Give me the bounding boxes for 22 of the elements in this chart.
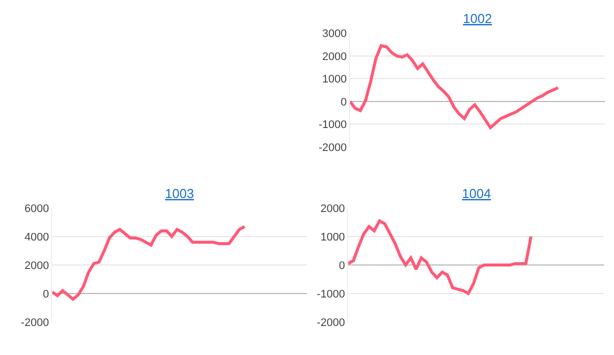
line-series xyxy=(350,44,560,130)
y-tick-label: -2000 xyxy=(318,142,347,154)
y-tick-label: 6000 xyxy=(24,202,49,215)
y-tick-label: 3000 xyxy=(322,28,347,40)
y-tick-label: -1000 xyxy=(318,119,347,132)
chart-title: 1003 xyxy=(165,186,194,201)
y-tick-label: 2000 xyxy=(24,260,49,272)
y-tick-label: -2000 xyxy=(316,316,345,329)
y-tick-label: 2000 xyxy=(322,50,347,63)
y-tick-label: 4000 xyxy=(24,231,49,244)
line-series xyxy=(348,219,533,295)
line-series xyxy=(52,225,246,301)
y-tick-label: 1000 xyxy=(320,231,345,244)
y-tick-label: 0 xyxy=(340,96,347,108)
y-tick-label: 0 xyxy=(42,288,49,300)
y-tick-label: 1000 xyxy=(322,74,347,86)
y-tick-label: 0 xyxy=(338,260,345,272)
chart-title: 1002 xyxy=(463,11,492,26)
y-tick-label: 2000 xyxy=(320,202,345,215)
y-tick-label: -2000 xyxy=(20,316,49,329)
chart-title: 1004 xyxy=(462,186,491,201)
y-tick-label: -1000 xyxy=(316,288,345,300)
